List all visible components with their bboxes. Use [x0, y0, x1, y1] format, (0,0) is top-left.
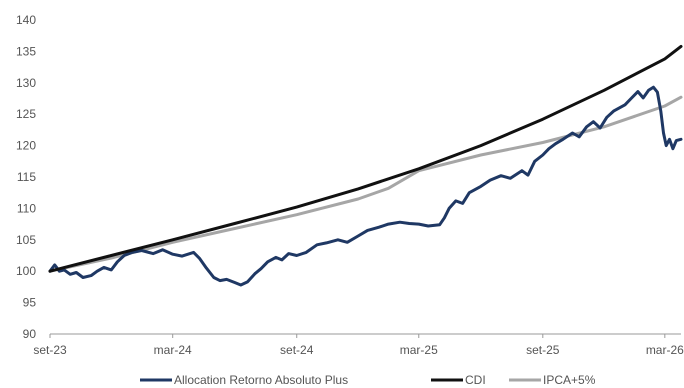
series-line-1	[48, 44, 683, 273]
legend-label-1: CDI	[465, 373, 486, 387]
x-tick-label: set-24	[280, 343, 314, 357]
y-tick-label: 110	[17, 201, 36, 215]
y-tick-label: 90	[23, 327, 37, 341]
y-tick-label: 130	[16, 76, 36, 90]
series-line-2	[48, 95, 683, 273]
y-axis-ticks: 90 95 100 105 110 115 120 125 130 135 140	[16, 13, 36, 341]
y-tick-label: 120	[16, 139, 36, 153]
legend: Allocation Retorno Absoluto Plus CDI IPCA+…	[140, 373, 596, 387]
legend-label-0: Allocation Retorno Absoluto Plus	[174, 373, 348, 387]
y-tick-label: 140	[16, 13, 36, 27]
x-axis: set-23 mar-24 set-24 mar-25 set-25 mar-26	[33, 333, 684, 357]
y-tick-label: 95	[23, 296, 37, 310]
legend-label-2: IPCA+5%	[543, 373, 596, 387]
x-tick-label: mar-24	[154, 343, 192, 357]
x-tick-label: set-25	[526, 343, 560, 357]
y-tick-label: 100	[16, 264, 36, 278]
y-tick-label: 135	[16, 44, 36, 58]
series-lines	[48, 44, 683, 287]
y-tick-label: 125	[16, 107, 36, 121]
y-tick-label: 105	[16, 233, 36, 247]
y-tick-label: 115	[17, 170, 36, 184]
series-line-0	[48, 85, 683, 287]
x-tick-label: mar-25	[400, 343, 438, 357]
x-tick-label: set-23	[33, 343, 67, 357]
x-tick-label: mar-26	[646, 343, 684, 357]
